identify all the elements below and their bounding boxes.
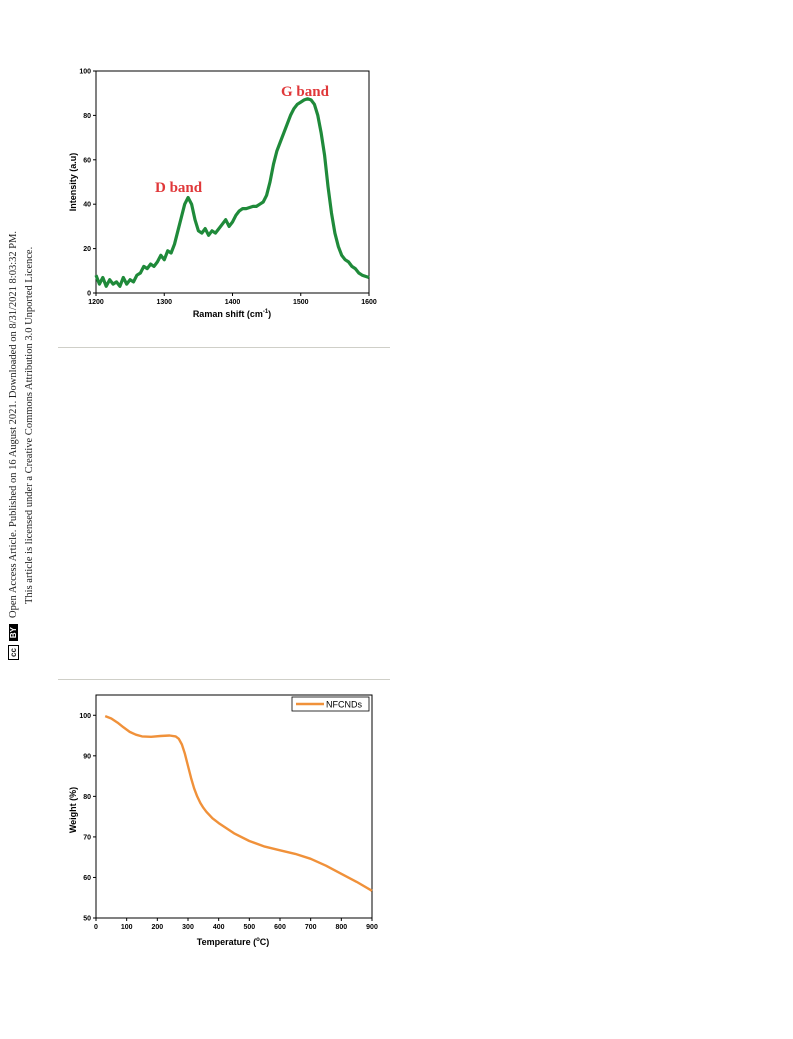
raman-y-tick-label: 0	[87, 291, 91, 298]
figure-divider-top	[58, 347, 390, 348]
raman-y-tick-label: 20	[83, 246, 91, 253]
tga-x-tick-label: 200	[151, 924, 163, 931]
tga-y-tick-label: 90	[83, 753, 91, 760]
raman-x-tick-label: 1300	[156, 299, 172, 306]
raman-x-tick-label: 1200	[88, 299, 104, 306]
raman-y-tick-label: 60	[83, 157, 91, 164]
plot-frame	[95, 694, 373, 919]
raman-y-axis-label: Intensity (a.u)	[68, 153, 78, 212]
raman-x-tick-label: 1600	[361, 299, 377, 306]
tga-x-tick-label: 500	[243, 924, 255, 931]
tga-y-tick-label: 50	[83, 916, 91, 923]
tga-x-tick-label: 400	[213, 924, 225, 931]
raman-x-tick-label: 1400	[225, 299, 241, 306]
tga-x-tick-label: 0	[94, 924, 98, 931]
tga-x-tick-label: 100	[121, 924, 133, 931]
tga-y-axis-label: Weight (%)	[68, 787, 78, 833]
raman-series-line	[94, 97, 370, 288]
tga-x-tick-label: 800	[335, 924, 347, 931]
raman-x-axis-label: Raman shift (cm-1)	[193, 309, 271, 319]
tga-x-tick-label: 900	[366, 924, 378, 931]
tga-y-tick-label: 100	[79, 713, 91, 720]
g-band-annotation: G band	[281, 84, 330, 100]
chart-legend: NFCNDs	[291, 696, 370, 712]
figure-divider-bottom	[58, 679, 390, 680]
raman-y-tick-label: 80	[83, 113, 91, 120]
nfcnds-series-line	[104, 714, 373, 892]
d-band-annotation: D band	[155, 180, 203, 196]
tga-y-tick-label: 80	[83, 794, 91, 801]
legend-label: NFCNDs	[326, 700, 362, 710]
tga-x-tick-label: 600	[274, 924, 286, 931]
raman-x-tick-label: 1500	[293, 299, 309, 306]
tga-y-tick-label: 70	[83, 834, 91, 841]
tga-x-tick-label: 300	[182, 924, 194, 931]
tga-x-tick-label: 700	[305, 924, 317, 931]
raman-y-tick-label: 100	[79, 69, 91, 76]
raman-y-tick-label: 40	[83, 202, 91, 209]
tga-y-tick-label: 60	[83, 875, 91, 882]
tga-x-axis-label: Temperature (oC)	[197, 937, 270, 947]
